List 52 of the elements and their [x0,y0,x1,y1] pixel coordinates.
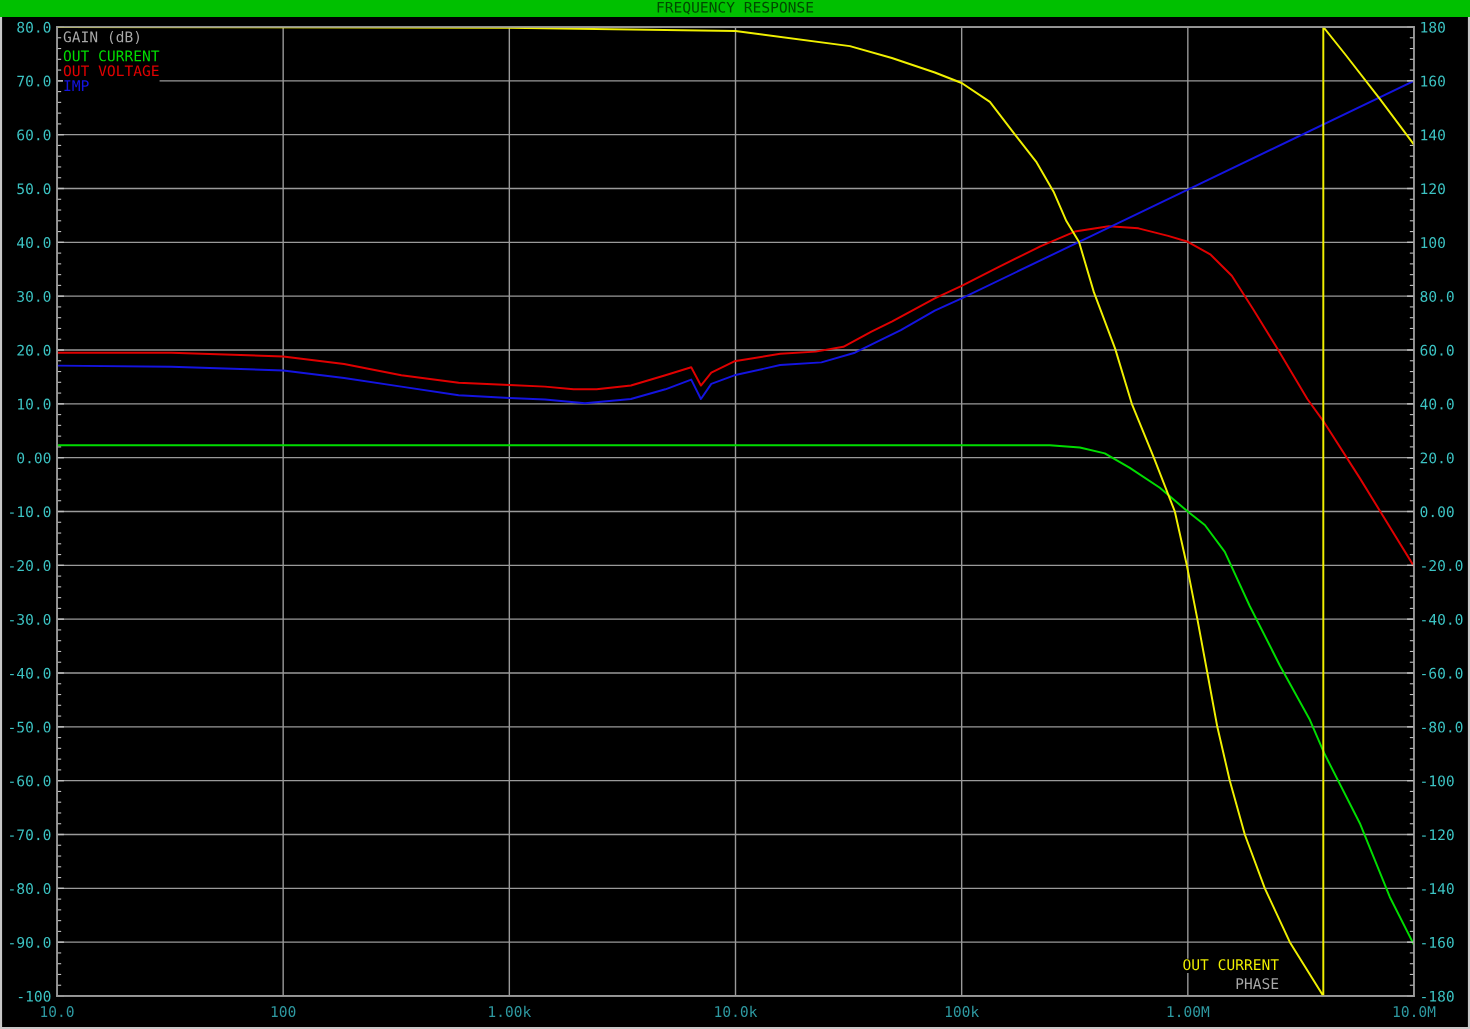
x-tick-label: 100 [271,1006,296,1018]
y-tick-label: -50.0 [10,721,51,733]
y2-tick-label: 180 [1421,21,1445,33]
y2-tick-label: 100 [1421,237,1445,249]
y2-tick-label: 60.0 [1420,344,1454,356]
y2-tick-label: 160 [1421,75,1445,87]
y-tick-label: 40.0 [17,237,51,249]
series-label: OUT CURRENT [1183,959,1279,971]
x-tick-label: 10.0M [1393,1006,1436,1018]
y2-tick-label: -140 [1422,883,1454,895]
y2-tick-label: -40.0 [1422,613,1463,625]
y-tick-label: -60.0 [10,775,51,787]
y2-tick-label: -60.0 [1422,667,1463,679]
y-tick-label: 0.00 [17,452,51,464]
y-tick-label: 50.0 [17,183,51,195]
y-tick-label: 70.0 [17,75,51,87]
text: OUT VOLTAGE [63,65,159,77]
y-tick-label: 30.0 [17,290,51,302]
y-tick-label: -80.0 [10,883,51,895]
y2-tick-label: -100 [1422,775,1454,787]
y2-tick-label: 140 [1421,129,1445,141]
x-tick-label: 10.0k [715,1005,758,1018]
chart-title: FREQUENCY RESPONSE [657,1,814,15]
y-tick-label: -90.0 [10,936,51,948]
y2-tick-label: -80.0 [1422,721,1463,733]
y-tick-label: -10.0 [10,506,51,518]
y-tick-label: 10.0 [18,398,51,410]
y-tick-label: -20.0 [10,560,51,572]
text: IMP [64,80,89,91]
y2-tick-label: 20.0 [1420,452,1454,464]
x-tick-label: 100k [945,1005,980,1018]
x-tick-label: 1.00k [489,1005,532,1018]
y-axis-title: GAIN (dB) [63,31,139,45]
y2-tick-label: 120 [1421,183,1445,195]
y2-tick-label: 0.00 [1420,506,1454,518]
x-tick-label: 1.00M [1167,1006,1210,1018]
y2-axis-title: PHASE [1236,978,1279,990]
y2-tick-label: -120 [1422,829,1454,841]
y-tick-label: 20.0 [17,344,51,356]
y-tick-label: -100 [18,990,51,1002]
y2-tick-label: -160 [1422,936,1454,948]
y2-tick-label: 80.0 [1420,290,1454,302]
y2-tick-label: -180 [1422,990,1454,1002]
y-tick-label: -70.0 [10,829,51,841]
y-tick-label: 60.0 [17,129,51,141]
y-tick-label: -40.0 [10,667,51,679]
y2-tick-label: -20.0 [1422,560,1463,572]
x-tick-label: 10.0 [41,1006,74,1018]
y-tick-label: -30.0 [10,613,51,625]
text: OUT CURRENT [63,50,160,62]
y-tick-label: 80.0 [17,21,51,33]
y2-tick-label: 40.0 [1420,398,1454,410]
